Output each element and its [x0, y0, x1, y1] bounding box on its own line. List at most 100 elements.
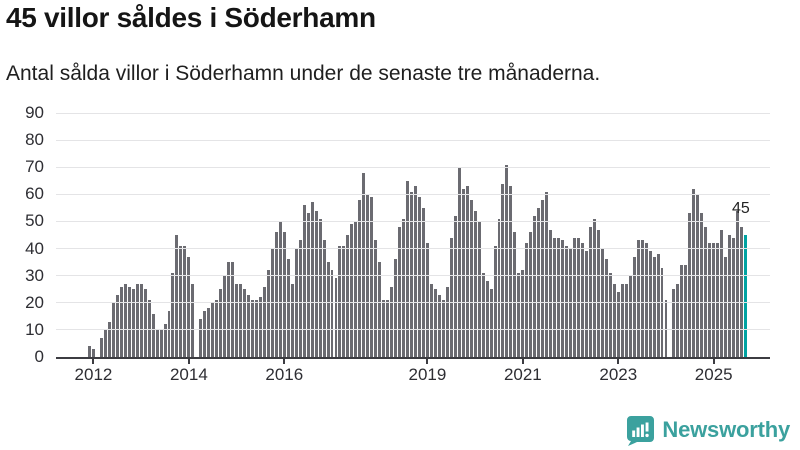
bar [740, 226, 744, 357]
bar [171, 272, 175, 357]
bar [119, 286, 123, 357]
bar [497, 218, 501, 357]
bar [728, 235, 732, 357]
bar [247, 294, 250, 357]
bar [362, 172, 366, 357]
bar [207, 308, 211, 357]
bar [414, 186, 417, 357]
bar [322, 240, 326, 357]
bar [732, 237, 736, 357]
y-axis-label: 80 [25, 130, 44, 150]
bar [592, 218, 596, 357]
gridline [56, 139, 770, 141]
bar [103, 329, 107, 357]
y-axis-label: 60 [25, 184, 44, 204]
bar [620, 283, 624, 357]
bar [624, 283, 628, 357]
bar [159, 329, 163, 357]
bar [306, 213, 310, 357]
bar [243, 289, 247, 357]
page-title: 45 villor såldes i Söderhamn [6, 2, 376, 33]
bar [676, 283, 680, 357]
bar [251, 300, 254, 357]
y-axis-label: 70 [25, 157, 44, 177]
bar [616, 291, 620, 357]
bar [489, 289, 493, 357]
bar [167, 310, 171, 357]
bar [187, 256, 191, 357]
bar [716, 243, 720, 357]
bar [330, 270, 334, 357]
x-axis-label: 2012 [74, 365, 113, 384]
y-axis-label: 0 [34, 347, 44, 366]
bar [608, 272, 612, 357]
bar [636, 240, 640, 357]
bar [441, 300, 445, 357]
gridline [56, 166, 770, 168]
bar [660, 267, 664, 357]
bar [298, 240, 302, 357]
bars-container [88, 113, 748, 357]
bar [135, 283, 139, 357]
bar [517, 272, 521, 357]
bar [151, 313, 155, 357]
bar [286, 259, 290, 357]
y-axis-label: 50 [25, 211, 44, 231]
x-axis-tick [426, 359, 429, 364]
newsworthy-brand-text: Newsworthy [662, 417, 790, 442]
bar [449, 237, 453, 357]
bar [529, 232, 533, 357]
bar [88, 346, 91, 357]
bar [370, 197, 374, 357]
bar [652, 256, 656, 357]
bar [501, 183, 505, 357]
bar [521, 270, 525, 357]
bar [282, 232, 286, 357]
bar [147, 300, 151, 357]
bar [382, 300, 386, 357]
bar [453, 216, 457, 357]
bar [577, 237, 580, 357]
bar [394, 259, 398, 357]
bar [175, 235, 179, 357]
x-axis-label: 2019 [408, 365, 447, 384]
bar [485, 281, 489, 357]
bar [143, 289, 147, 357]
bar [700, 213, 704, 357]
bar [505, 164, 509, 357]
y-axis-label: 10 [25, 319, 44, 339]
gridline [56, 302, 770, 304]
bar [581, 243, 584, 357]
bar [712, 243, 716, 357]
x-axis-tick [187, 359, 190, 364]
gridline [56, 193, 770, 195]
bar [99, 338, 103, 357]
bar [191, 283, 195, 357]
bar [656, 253, 660, 357]
bar [445, 286, 449, 357]
bar [231, 262, 235, 357]
bar [584, 251, 588, 357]
x-axis-label: 2025 [694, 365, 733, 384]
y-axis-label: 40 [25, 238, 44, 258]
x-axis-tick [92, 359, 95, 364]
x-axis-tick [283, 359, 286, 364]
bar [163, 324, 167, 357]
bar [481, 272, 485, 357]
bar [565, 245, 569, 357]
newsworthy-logo-icon [627, 415, 655, 446]
bar [433, 289, 437, 357]
bar [338, 245, 342, 357]
bar [278, 221, 282, 357]
x-axis-tick [521, 359, 524, 364]
bar [533, 216, 537, 357]
bar [724, 256, 728, 357]
bar [91, 348, 95, 357]
bar [736, 210, 740, 357]
bar [310, 202, 314, 357]
bar [215, 300, 219, 357]
bar [235, 283, 239, 357]
bar [227, 262, 231, 357]
value-annotation: 45 [732, 200, 750, 217]
bar [418, 197, 421, 357]
